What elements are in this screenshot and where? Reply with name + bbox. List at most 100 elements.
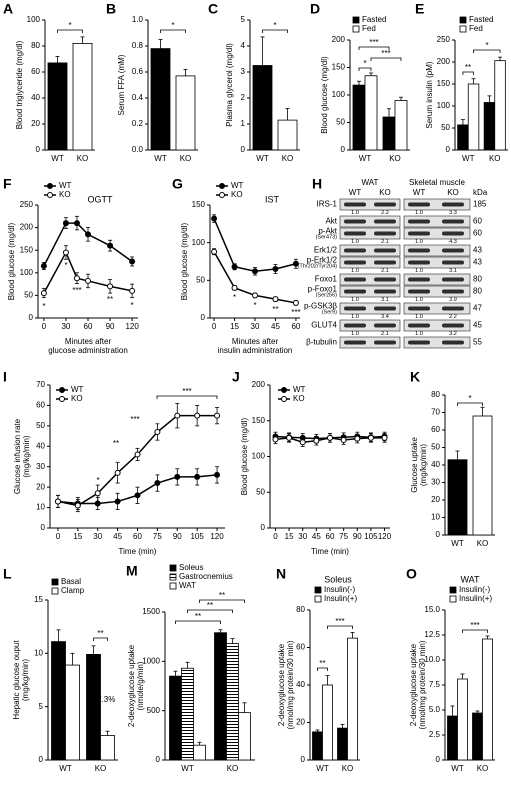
y-tick-label: 100 xyxy=(437,101,451,110)
blot-band xyxy=(408,277,430,282)
x-axis-label: Time (min) xyxy=(119,547,157,556)
blot-strip xyxy=(403,215,471,228)
legend-label: Soleus xyxy=(179,563,203,572)
significance-label: * xyxy=(233,293,236,302)
significance-label: * xyxy=(68,21,71,30)
significance-label: * xyxy=(468,394,471,403)
bar xyxy=(150,48,171,151)
y-tick-label: 200 xyxy=(332,35,346,44)
marker xyxy=(114,498,121,505)
y-tick-label: 100 xyxy=(20,268,34,277)
x-tick-label: WT xyxy=(451,764,464,773)
blot-band xyxy=(344,277,366,282)
y-tick-label: 50 xyxy=(196,275,205,284)
y-tick-label: 500 xyxy=(147,706,161,715)
quant-label: 4.3 xyxy=(449,239,457,245)
y-axis-label: 2-deoxyglucose uptake xyxy=(409,643,418,726)
quant-label: 1.0 xyxy=(415,210,423,216)
chart-title: OGTT xyxy=(88,194,113,204)
y-tick-label: 70 xyxy=(431,408,440,417)
bar xyxy=(494,60,506,151)
quant-label: 1.0 xyxy=(351,297,359,303)
x-tick-label: 120 xyxy=(210,532,224,541)
legend-marker xyxy=(47,183,53,189)
panel-letter: F xyxy=(3,176,12,192)
chart-title: Soleus xyxy=(324,574,352,584)
significance-bracket xyxy=(93,637,108,641)
x-tick-label: 105 xyxy=(190,532,204,541)
blot-strip xyxy=(339,285,401,298)
panel-letter: E xyxy=(415,1,424,17)
marker xyxy=(114,469,121,476)
marker xyxy=(299,439,306,446)
marker xyxy=(73,220,80,227)
significance-label: *** xyxy=(369,38,378,47)
kda-label: 43 xyxy=(473,258,482,267)
x-tick-label: KO xyxy=(342,764,354,773)
y-tick-label: 0 xyxy=(436,530,441,539)
blot-band xyxy=(374,340,396,345)
bar xyxy=(51,641,66,761)
x-tick-label: 0 xyxy=(212,322,217,331)
quant-label: 3.2 xyxy=(449,331,457,337)
chart-title: WAT xyxy=(461,574,480,584)
marker xyxy=(272,296,279,303)
x-tick-label: 120 xyxy=(125,322,139,331)
significance-label: *** xyxy=(72,286,81,295)
x-tick-label: 30 xyxy=(61,322,70,331)
legend-swatch xyxy=(352,16,360,24)
bar xyxy=(457,678,468,761)
bar xyxy=(482,638,493,761)
panel-letter: B xyxy=(106,1,116,17)
blot-band xyxy=(442,260,464,265)
y-tick-label: 4 xyxy=(241,41,246,50)
significance-bracket xyxy=(317,667,328,671)
legend-swatch xyxy=(169,564,177,572)
legend-label: KO xyxy=(71,394,83,403)
bar xyxy=(337,727,348,761)
significance-label: *** xyxy=(182,387,191,396)
lane-label: WT xyxy=(349,188,362,197)
y-tick-label: 70 xyxy=(36,380,45,389)
panel-letter: J xyxy=(232,369,240,385)
legend-marker xyxy=(59,387,65,393)
x-tick-label: 90 xyxy=(106,322,115,331)
y-tick-label: 1000 xyxy=(142,656,160,665)
y-tick-label: 0.4 xyxy=(132,93,144,102)
blot-strip xyxy=(403,273,471,286)
blot-strip xyxy=(339,198,401,211)
y-tick-label: 20 xyxy=(431,495,440,504)
y-tick-label: 5 xyxy=(39,702,44,711)
y-tick-label: 20 xyxy=(296,718,305,727)
x-tick-label: WT xyxy=(59,764,72,773)
y-tick-label: 200 xyxy=(252,380,266,389)
legend-label: WAT xyxy=(179,581,196,590)
significance-label: *** xyxy=(381,49,390,58)
marker xyxy=(194,473,201,480)
significance-label: ** xyxy=(195,612,201,621)
blot-strip xyxy=(403,256,471,269)
significance-bracket xyxy=(462,629,488,633)
marker xyxy=(129,258,136,265)
y-tick-label: 1500 xyxy=(142,607,160,616)
panel-letter: D xyxy=(310,1,320,17)
panel-letter: O xyxy=(406,566,417,582)
blot-strip xyxy=(403,285,471,298)
marker xyxy=(154,428,161,435)
blot-band xyxy=(344,306,366,311)
kda-label: 80 xyxy=(473,275,482,284)
x-tick-label: 45 xyxy=(271,322,280,331)
significance-bracket xyxy=(462,71,474,75)
bar xyxy=(472,415,493,536)
x-axis-label: insulin administration xyxy=(218,346,293,355)
panel-letter: N xyxy=(276,566,286,582)
significance-label: * xyxy=(363,59,366,68)
marker xyxy=(231,284,238,291)
x-tick-label: 0 xyxy=(273,532,278,541)
blot-band xyxy=(442,306,464,311)
blot-strip xyxy=(403,227,471,240)
significance-bracket xyxy=(187,609,233,613)
x-tick-label: KO xyxy=(477,539,489,548)
x-tick-label: KO xyxy=(389,154,401,163)
